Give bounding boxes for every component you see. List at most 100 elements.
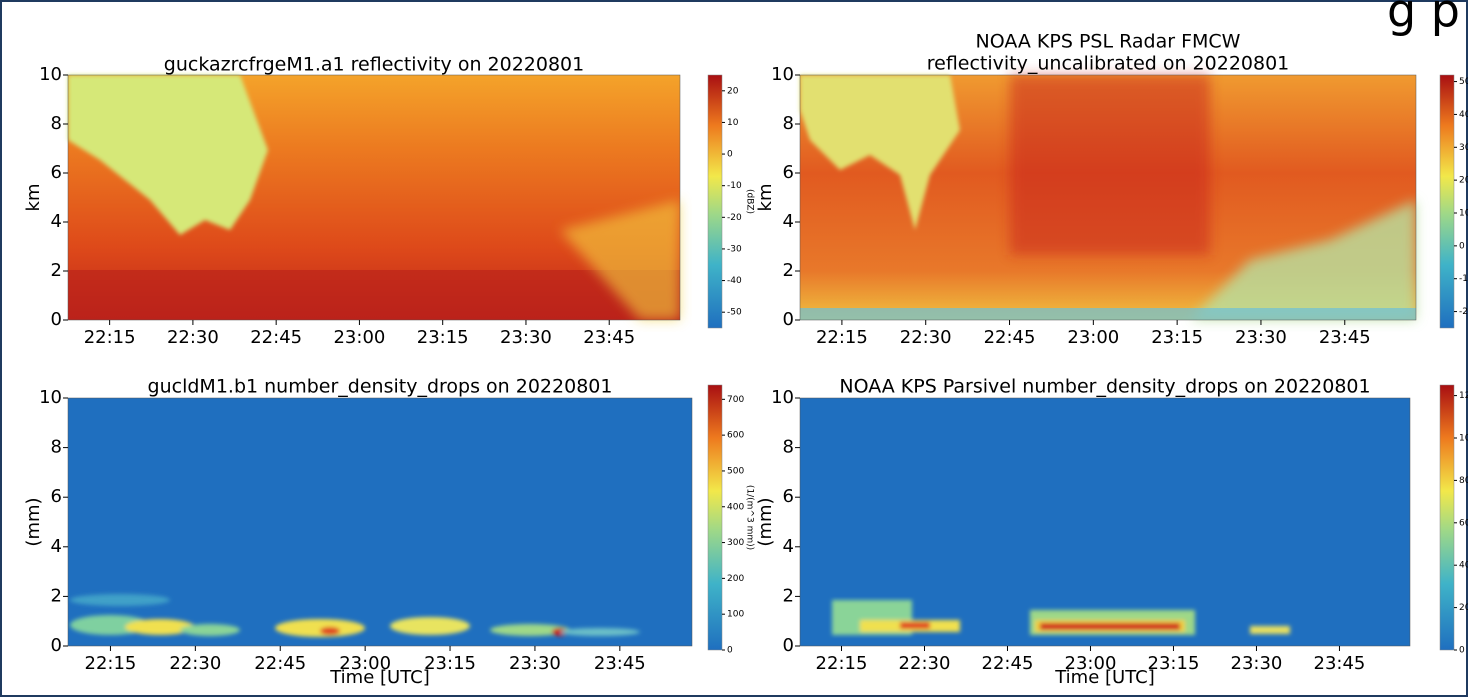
colorbar-tick-label: 10 <box>727 118 739 128</box>
x-tick-label: 23:00 <box>1065 653 1117 674</box>
colorbar-tick-label: 0 <box>727 646 733 656</box>
x-tick-label: 23:30 <box>500 327 552 348</box>
x-tick-label: 22:45 <box>250 327 302 348</box>
colorbar-tick-label: 400 <box>727 502 744 512</box>
colorbar-tick-label: 100 <box>1459 434 1468 444</box>
colorbar <box>1439 384 1455 651</box>
heatmap-image <box>800 398 1410 646</box>
x-tick-label: 23:30 <box>509 653 561 674</box>
colorbar-tick-label: 50 <box>1459 77 1468 87</box>
y-axis-label: (mm) <box>755 497 776 546</box>
y-tick-label: 6 <box>783 162 794 183</box>
x-tick-label: 23:00 <box>333 327 385 348</box>
y-tick-label: 8 <box>51 437 62 458</box>
colorbar-tick-label: -40 <box>727 276 742 286</box>
x-tick-label: 22:15 <box>816 653 868 674</box>
x-tick-label: 22:15 <box>84 327 136 348</box>
colorbar-tick-label: 0 <box>1459 241 1465 251</box>
colorbar-tick-label: 100 <box>727 610 744 620</box>
colorbar-tick-label: 700 <box>727 395 744 405</box>
header-fragment: g p <box>1387 0 1460 38</box>
plot-frame <box>67 74 681 321</box>
y-tick-label: 4 <box>51 536 62 557</box>
y-tick-label: 8 <box>783 437 794 458</box>
x-tick-label: 22:45 <box>982 653 1034 674</box>
x-tick-label: 22:30 <box>169 653 221 674</box>
y-tick-label: 2 <box>783 585 794 606</box>
colorbar-tick-label: 80 <box>1459 476 1468 486</box>
x-tick-label: 22:15 <box>85 653 137 674</box>
x-tick-label: 23:45 <box>594 653 646 674</box>
x-tick-label: 23:15 <box>424 653 476 674</box>
y-axis-label: (mm) <box>23 497 44 546</box>
y-tick-label: 2 <box>51 260 62 281</box>
colorbar <box>1439 74 1455 329</box>
colorbar-tick-label: 10 <box>1459 209 1468 219</box>
y-tick-label: 10 <box>39 387 62 408</box>
y-tick-label: 6 <box>51 162 62 183</box>
x-tick-label: 23:30 <box>1235 327 1287 348</box>
colorbar-tick-label: 60 <box>1459 518 1468 528</box>
colorbar-tick-label: 120 <box>1459 391 1468 401</box>
colorbar-tick-label: -20 <box>1459 307 1468 317</box>
y-tick-label: 0 <box>783 635 794 656</box>
heatmap-image <box>800 75 1416 320</box>
y-axis-label: km <box>755 184 776 212</box>
colorbar-tick-label: 30 <box>1459 143 1468 153</box>
colorbar-tick-label: 600 <box>727 431 744 441</box>
heatmap-image <box>68 398 692 646</box>
x-tick-label: 22:30 <box>899 653 951 674</box>
y-tick-label: 0 <box>51 309 62 330</box>
colorbar-tick-label: 40 <box>1459 110 1468 120</box>
y-tick-label: 4 <box>783 211 794 232</box>
colorbar <box>707 384 723 651</box>
colorbar <box>707 74 723 329</box>
chart-title: guckazrcfrgeM1.a1 reflectivity on 202208… <box>164 54 584 76</box>
colorbar-tick-label: 20 <box>1459 603 1468 613</box>
plot-frame <box>67 397 693 647</box>
colorbar-label: (1/(m^3 mm)) <box>745 485 755 550</box>
colorbar-tick-label: 0 <box>1459 646 1465 656</box>
x-tick-label: 23:45 <box>1319 327 1371 348</box>
chart-title: reflectivity_uncalibrated on 20220801 <box>927 53 1290 75</box>
colorbar-tick-label: 20 <box>727 86 739 96</box>
y-tick-label: 10 <box>771 387 794 408</box>
colorbar-tick-label: 20 <box>1459 176 1468 186</box>
x-tick-label: 23:00 <box>1067 327 1119 348</box>
y-tick-label: 8 <box>783 113 794 134</box>
chart-title: NOAA KPS PSL Radar FMCW <box>976 31 1241 53</box>
x-axis-label: Time [UTC] <box>1054 667 1155 688</box>
y-tick-label: 10 <box>771 64 794 85</box>
colorbar-label: (dBZ) <box>745 189 755 214</box>
y-tick-label: 0 <box>783 309 794 330</box>
y-tick-label: 8 <box>51 113 62 134</box>
x-tick-label: 22:30 <box>900 327 952 348</box>
colorbar-tick-label: -30 <box>727 244 742 254</box>
x-tick-label: 23:15 <box>417 327 469 348</box>
x-tick-label: 23:45 <box>583 327 635 348</box>
x-tick-label: 23:15 <box>1148 653 1200 674</box>
x-axis-label: Time [UTC] <box>329 667 430 688</box>
y-tick-label: 6 <box>783 486 794 507</box>
x-tick-label: 23:15 <box>1151 327 1203 348</box>
x-tick-label: 22:45 <box>254 653 306 674</box>
chart-title: NOAA KPS Parsivel number_density_drops o… <box>839 376 1370 398</box>
colorbar-tick-label: 500 <box>727 466 744 476</box>
y-axis-label: km <box>23 184 44 212</box>
colorbar-tick-label: 200 <box>727 574 744 584</box>
y-tick-label: 4 <box>783 536 794 557</box>
colorbar-tick-label: -50 <box>727 308 742 318</box>
y-tick-label: 0 <box>51 635 62 656</box>
y-tick-label: 2 <box>783 260 794 281</box>
x-tick-label: 22:15 <box>816 327 868 348</box>
colorbar-tick-label: 0 <box>727 150 733 160</box>
colorbar-tick-label: 40 <box>1459 561 1468 571</box>
y-tick-label: 4 <box>51 211 62 232</box>
heatmap-image <box>68 75 680 320</box>
y-tick-label: 6 <box>51 486 62 507</box>
colorbar-tick-label: -10 <box>1459 274 1468 284</box>
x-tick-label: 22:45 <box>984 327 1036 348</box>
chart-title: gucldM1.b1 number_density_drops on 20220… <box>148 376 613 398</box>
y-tick-label: 10 <box>39 64 62 85</box>
